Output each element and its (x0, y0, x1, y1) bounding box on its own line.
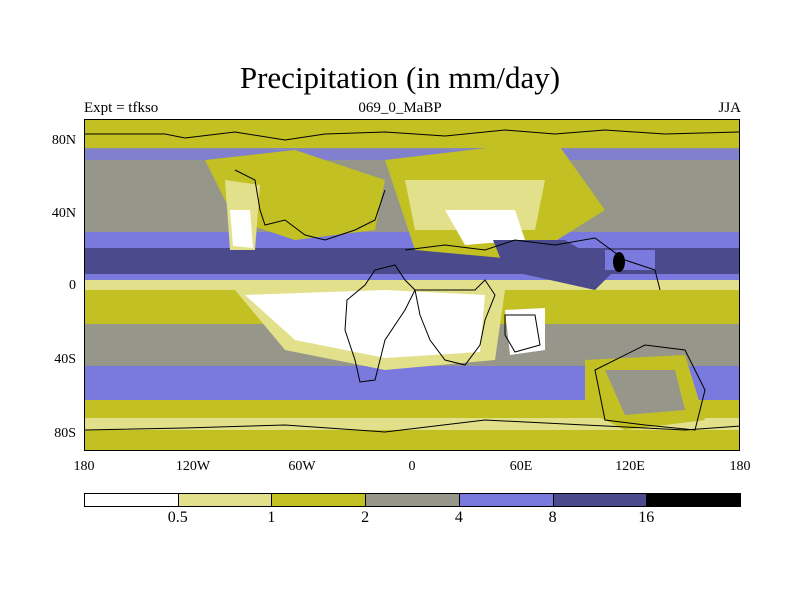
precipitation-map (84, 119, 740, 451)
lon-tick-180e: 180 (729, 459, 751, 474)
equatorial-dry-strip (85, 280, 739, 290)
colorbar-swatch-5 (552, 493, 648, 507)
lon-tick-180w: 180 (73, 459, 95, 474)
southern-continent-arid-core (245, 290, 485, 358)
eurasia-coastline (404, 237, 661, 291)
australia-inner-patch (605, 370, 685, 415)
monsoon-maximum (613, 252, 625, 272)
southern-africa-coastline (504, 314, 541, 353)
lon-tick-120w: 120W (175, 459, 211, 474)
lon-tick-60w: 60W (288, 459, 316, 474)
lat-tick-0: 0 (69, 278, 76, 293)
africa-coastline (414, 279, 496, 366)
colorbar-swatch-2 (271, 493, 367, 507)
antarctic-dry-strip (85, 418, 739, 430)
season-label: JJA (718, 100, 741, 116)
south-america-coastline (344, 264, 416, 383)
lon-tick-60e: 60E (509, 459, 533, 474)
north-america-coastline (234, 169, 386, 241)
lat-tick-40s: 40S (54, 352, 76, 367)
north-america-arid-patch (230, 210, 253, 248)
run-id-label: 069_0_MaBP (358, 100, 442, 116)
lat-tick-40n: 40N (51, 206, 76, 221)
australia-coastline (594, 344, 706, 431)
colorbar-label: 4 (454, 509, 463, 526)
southern-africa-arid-patch (505, 308, 545, 355)
lat-tick-80s: 80S (54, 426, 76, 441)
colorbar-label: 8 (548, 509, 557, 526)
precipitation-field (85, 120, 739, 450)
colorbar-swatch-4 (458, 493, 554, 507)
colorbar-swatch-1 (177, 493, 273, 507)
colorbar-swatch-0 (84, 493, 179, 507)
lat-tick-80n: 80N (51, 133, 76, 148)
experiment-label: Expt = tfkso (84, 100, 159, 116)
colorbar-swatch-6 (646, 493, 741, 507)
antarctica-coastline (85, 419, 739, 433)
antarctic-edge-band (85, 436, 739, 450)
arctic-band (85, 120, 739, 150)
asia-arid-patch (445, 210, 525, 245)
colorbar-label: 2 (361, 509, 370, 526)
south-asia-monsoon-patch (493, 240, 615, 290)
lon-tick-0: 0 (408, 459, 416, 474)
colorbar-swatch-3 (365, 493, 460, 507)
map-title: Precipitation (in mm/day) (239, 60, 561, 95)
arctic-coastline (85, 129, 739, 141)
colorbar-label: 0.5 (167, 509, 188, 526)
lon-tick-120e: 120E (615, 459, 645, 474)
colorbar-label: 16 (638, 509, 655, 526)
colorbar-label: 1 (267, 509, 276, 526)
